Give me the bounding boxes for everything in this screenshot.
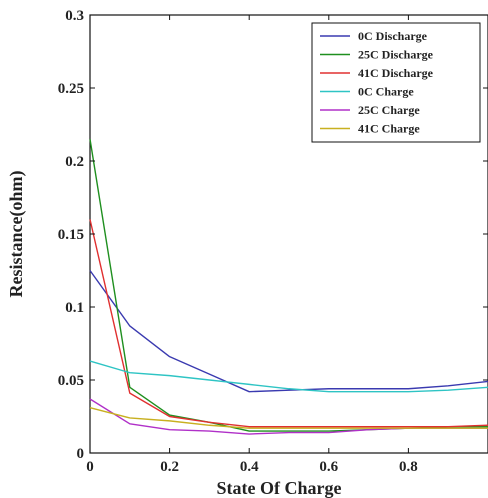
x-axis-title: State Of Charge <box>217 478 342 498</box>
legend-label: 41C Discharge <box>358 66 434 80</box>
axes-layer: 0 0.05 0.1 0.15 0.2 0.25 0.3 0 0.2 0.4 0.6 0.8 State… <box>6 8 488 498</box>
y-tick-label: 0.1 <box>65 300 84 316</box>
y-tick-label: 0.05 <box>58 373 84 389</box>
y-tick-label: 0.3 <box>65 8 84 24</box>
y-tick-label: 0.2 <box>65 154 84 170</box>
legend-label: 41C Charge <box>358 122 420 136</box>
x-tick-label: 0.2 <box>160 459 179 475</box>
series-line-41c-discharge <box>89 219 488 428</box>
legend-label: 25C Charge <box>358 103 420 117</box>
x-tick-label: 0 <box>86 459 94 475</box>
x-tick-label: 0.4 <box>240 459 259 475</box>
series-layer <box>89 138 488 435</box>
legend-label: 0C Charge <box>358 85 414 99</box>
series-line-0c-discharge <box>89 270 488 393</box>
legend: 0C Discharge 25C Discharge 41C Discharge 0C… <box>311 22 481 143</box>
x-tick-label: 0.8 <box>399 459 418 475</box>
y-tick-label: 0 <box>77 446 85 462</box>
y-axis-title: Resistance(ohm) <box>6 171 27 298</box>
y-tick-label: 0.15 <box>58 227 84 243</box>
legend-label: 25C Discharge <box>358 48 434 62</box>
y-tick-label: 0.25 <box>58 81 84 97</box>
x-tick-label: 0.6 <box>319 459 338 475</box>
series-line-0c-charge <box>89 360 488 393</box>
series-line-41c-charge <box>89 407 488 429</box>
legend-label: 0C Discharge <box>358 29 428 43</box>
legend-box <box>311 22 481 143</box>
